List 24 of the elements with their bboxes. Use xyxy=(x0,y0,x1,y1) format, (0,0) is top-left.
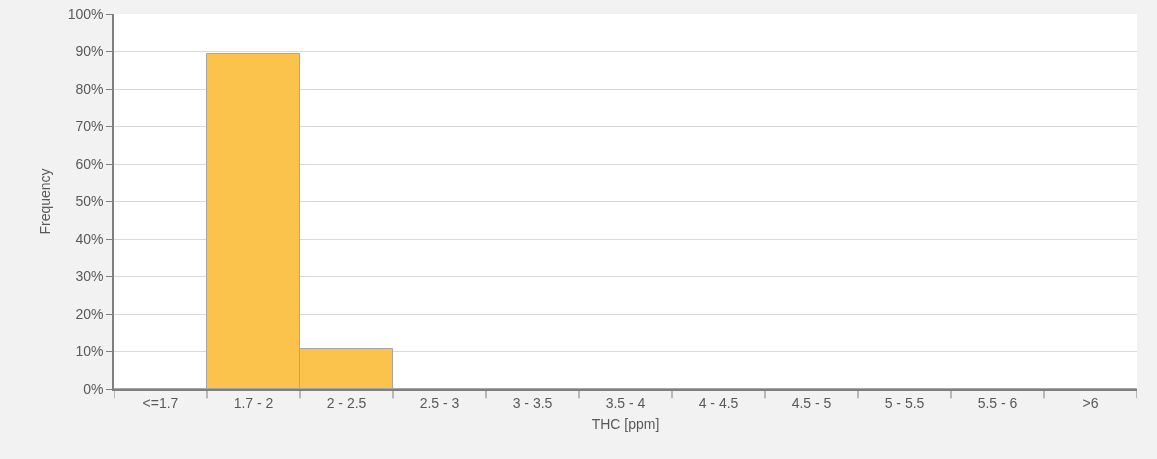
x-tick-label: 2.5 - 3 xyxy=(419,394,460,411)
x-tick-label: 2 - 2.5 xyxy=(326,394,367,411)
x-tick-label: 5.5 - 6 xyxy=(977,394,1018,411)
y-tick-label: 90% xyxy=(75,43,104,60)
x-tick-label: <=1.7 xyxy=(142,394,179,411)
y-tick-label: 0% xyxy=(83,380,104,397)
x-tick-label: 3.5 - 4 xyxy=(605,394,646,411)
y-tick-label: 10% xyxy=(75,343,104,360)
y-tick-label: 60% xyxy=(75,155,104,172)
x-axis-title: THC [ppm] xyxy=(591,416,660,433)
x-tick-label: 4.5 - 5 xyxy=(791,394,832,411)
x-tick-label: 4 - 4.5 xyxy=(698,394,739,411)
y-tick-label: 80% xyxy=(75,80,104,97)
y-tick-label: 40% xyxy=(75,230,104,247)
x-tick-label: 3 - 3.5 xyxy=(512,394,553,411)
x-tick-label: 5 - 5.5 xyxy=(884,394,925,411)
y-tick-label: 30% xyxy=(75,268,104,285)
y-tick-label: 20% xyxy=(75,305,104,322)
y-tick-label: 50% xyxy=(75,193,104,210)
y-tick-label: 70% xyxy=(75,118,104,135)
x-tick-label: >6 xyxy=(1082,394,1099,411)
y-axis-title: Frequency xyxy=(36,168,53,235)
x-tick-label: 1.7 - 2 xyxy=(233,394,274,411)
y-tick-label: 100% xyxy=(67,5,104,22)
